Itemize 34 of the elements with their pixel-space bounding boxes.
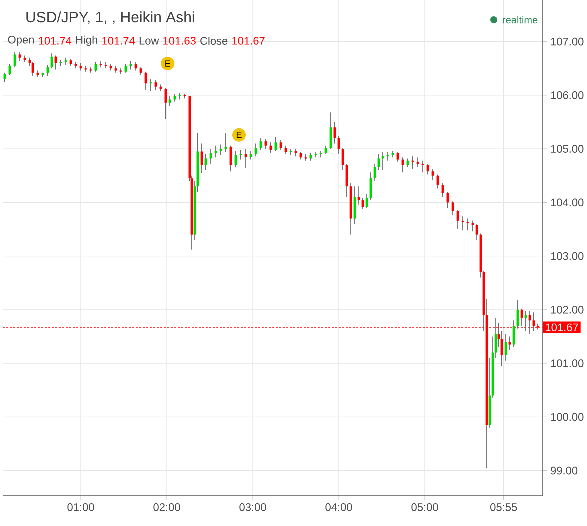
- candlestick: [168, 96, 172, 107]
- text: USD/JPY, 1, , Heikin Ashi: [26, 12, 194, 24]
- candlestick: [452, 201, 454, 216]
- annotation: 101.74: [102, 37, 136, 45]
- x-tick-label: 02:00: [154, 504, 180, 512]
- candlestick: [358, 186, 360, 206]
- annotation: High: [76, 36, 98, 46]
- annotation: 101.67: [232, 37, 265, 45]
- y-tick-label: 101.00: [551, 360, 584, 368]
- x-tick-label: 05:55: [490, 504, 518, 512]
- candlestick: [214, 145, 218, 158]
- y-tick-label: 107.00: [551, 38, 584, 46]
- annotation: E: [166, 60, 170, 67]
- x-tick-label: 04:00: [326, 504, 352, 512]
- annotation: 101.74: [39, 37, 72, 45]
- x-tick-label: 05:00: [412, 504, 438, 512]
- y-tick-label: 99.00: [551, 466, 578, 475]
- x-tick-label: 03:00: [240, 504, 266, 512]
- x-tick-label: 01:00: [68, 504, 94, 512]
- y-tick-label: 100.00: [551, 413, 584, 422]
- y-tick-label: 106.00: [551, 92, 584, 100]
- annotation: Close: [200, 36, 228, 46]
- candlestick: [342, 148, 344, 171]
- annotation: Open: [8, 36, 34, 46]
- candlestick: [508, 336, 512, 351]
- y-tick-label: 102.00: [551, 306, 584, 314]
- annotation: realtime: [503, 16, 538, 24]
- annotation: E: [236, 132, 242, 138]
- annotation: Low: [140, 37, 160, 45]
- annotation: 101.63: [164, 37, 196, 45]
- ref-line-label: 101.67: [546, 324, 578, 332]
- y-tick-label: 104.00: [551, 198, 584, 207]
- y-tick-label: 103.00: [551, 252, 584, 260]
- y-tick-label: 105.00: [551, 145, 584, 153]
